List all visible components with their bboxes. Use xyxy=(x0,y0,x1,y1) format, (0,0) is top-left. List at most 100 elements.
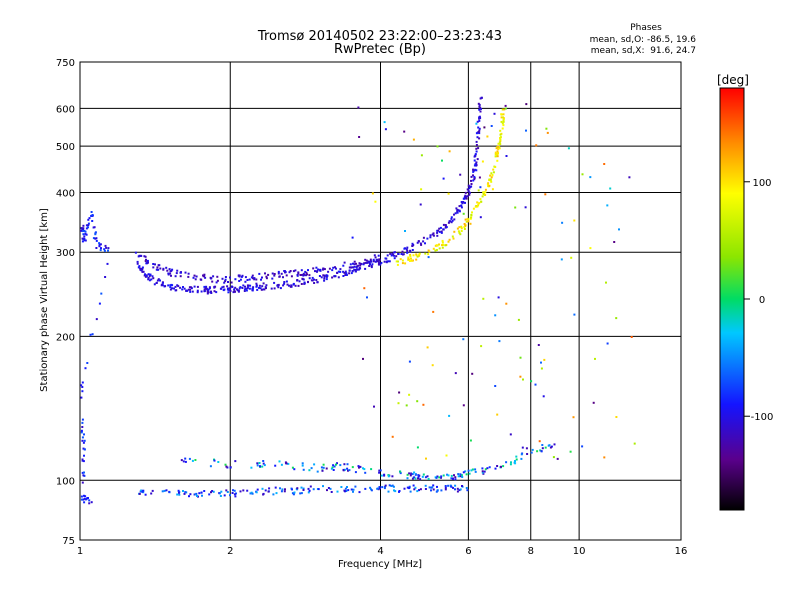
data-point xyxy=(450,474,453,477)
data-point xyxy=(258,286,260,289)
data-point xyxy=(164,285,167,288)
data-point xyxy=(98,245,101,248)
data-point xyxy=(326,489,328,492)
data-point xyxy=(530,451,533,454)
data-point xyxy=(237,290,240,293)
data-point xyxy=(169,284,172,287)
data-point xyxy=(387,475,390,478)
data-point xyxy=(377,254,380,257)
data-point xyxy=(238,287,241,290)
data-point xyxy=(175,289,178,292)
data-point xyxy=(514,462,517,465)
data-point xyxy=(492,171,495,174)
data-point xyxy=(87,222,90,225)
data-point xyxy=(348,272,351,275)
data-point xyxy=(478,103,481,106)
data-point xyxy=(404,230,406,232)
data-point xyxy=(343,463,346,466)
data-point xyxy=(208,493,211,496)
data-point xyxy=(242,284,245,287)
data-point xyxy=(421,475,424,478)
data-point xyxy=(354,485,357,488)
data-point xyxy=(353,260,356,263)
data-point xyxy=(415,258,418,261)
data-point xyxy=(358,136,361,138)
data-point xyxy=(284,271,286,274)
data-point xyxy=(477,126,480,129)
data-point xyxy=(567,147,570,150)
data-point xyxy=(420,154,423,157)
data-point xyxy=(500,116,503,119)
data-point xyxy=(415,253,418,256)
data-point xyxy=(464,191,467,194)
data-point xyxy=(454,488,456,491)
data-point xyxy=(296,279,299,281)
data-point xyxy=(395,255,398,258)
data-point xyxy=(397,402,400,405)
data-point xyxy=(460,474,463,477)
data-point xyxy=(494,385,497,387)
data-point xyxy=(207,291,209,294)
data-point xyxy=(329,487,332,490)
data-point xyxy=(355,262,357,265)
data-point xyxy=(544,446,547,449)
data-point xyxy=(495,152,498,155)
data-point xyxy=(404,262,407,265)
data-point xyxy=(256,462,259,465)
data-point xyxy=(546,131,549,134)
data-point xyxy=(498,141,501,144)
data-point xyxy=(82,447,85,450)
data-point xyxy=(480,107,482,110)
data-point xyxy=(136,260,139,263)
data-point xyxy=(534,383,537,386)
data-point xyxy=(260,288,263,291)
data-point xyxy=(475,140,478,143)
data-point xyxy=(200,491,203,494)
data-point xyxy=(613,241,616,243)
data-point xyxy=(325,278,328,281)
data-point xyxy=(91,333,94,336)
data-point xyxy=(427,478,430,480)
data-point xyxy=(456,211,459,214)
data-point xyxy=(178,493,181,496)
data-point xyxy=(387,490,390,493)
data-point xyxy=(362,467,364,470)
data-point xyxy=(464,470,467,473)
data-point xyxy=(99,243,102,246)
data-point xyxy=(137,266,140,269)
data-point xyxy=(270,287,273,290)
data-point xyxy=(409,490,412,493)
data-point xyxy=(244,276,247,279)
data-point xyxy=(496,150,499,153)
data-point xyxy=(463,197,466,200)
data-point xyxy=(90,211,93,213)
data-point xyxy=(327,487,330,489)
data-point xyxy=(104,276,107,278)
data-point xyxy=(472,168,475,171)
data-point xyxy=(430,486,433,489)
data-point xyxy=(153,283,156,286)
data-point xyxy=(80,229,82,232)
data-point xyxy=(87,218,90,221)
data-point xyxy=(191,459,194,462)
data-point xyxy=(299,492,302,495)
data-point xyxy=(222,285,225,288)
data-point xyxy=(444,226,447,229)
data-point xyxy=(464,225,467,227)
data-point xyxy=(148,279,151,282)
data-point xyxy=(89,333,92,336)
data-point xyxy=(179,286,182,289)
data-point xyxy=(400,253,403,255)
data-point xyxy=(438,476,441,479)
data-point xyxy=(336,272,339,274)
data-point xyxy=(427,256,430,259)
data-point xyxy=(448,238,451,241)
data-point xyxy=(410,472,413,475)
data-point xyxy=(264,286,267,289)
data-point xyxy=(150,278,153,281)
data-point xyxy=(233,493,236,496)
data-point xyxy=(417,474,420,477)
data-point xyxy=(630,336,633,338)
data-point xyxy=(476,120,479,123)
data-point xyxy=(368,262,371,265)
